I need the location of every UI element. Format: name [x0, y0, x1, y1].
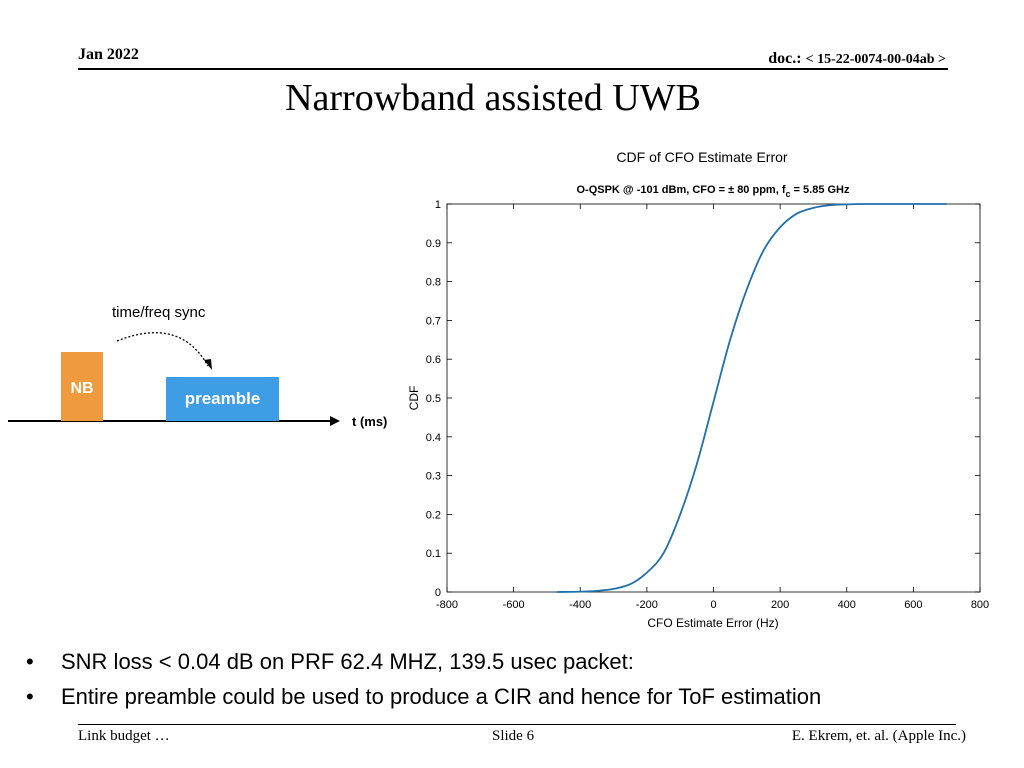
x-tick-label: 200	[771, 599, 789, 611]
x-tick-label: -800	[436, 599, 458, 611]
y-tick-label: 1	[435, 199, 441, 211]
y-tick-label: 0.9	[426, 238, 441, 250]
x-tick-label: 600	[904, 599, 922, 611]
y-tick-label: 0.2	[426, 509, 441, 521]
nb-block: NB	[61, 352, 103, 421]
y-tick-label: 0.8	[426, 277, 441, 289]
x-tick-label: 400	[838, 599, 856, 611]
doc-number: < 15-22-0074-00-04ab >	[805, 52, 946, 67]
chart-subtitle-tail: = 5.85 GHz	[791, 184, 851, 196]
y-tick-label: 0.3	[426, 471, 441, 483]
header-doc-id: doc.: < 15-22-0074-00-04ab >	[768, 50, 946, 68]
chart-subtitle-sub: c	[785, 189, 790, 199]
bullet-symbol: •	[26, 683, 34, 709]
x-tick-label: 0	[710, 599, 716, 611]
preamble-block: preamble	[166, 377, 279, 421]
sync-arrowhead	[204, 359, 212, 370]
y-tick-label: 0	[435, 587, 441, 599]
footer-slide-number: Slide 6	[492, 728, 535, 744]
y-tick-label: 0.6	[426, 354, 441, 366]
bullet-item: • Entire preamble could be used to produc…	[26, 679, 821, 714]
cdf-series-line	[556, 203, 947, 593]
x-tick-label: -600	[503, 599, 525, 611]
chart-title: CDF of CFO Estimate Error	[616, 149, 787, 165]
bullet-text: Entire preamble could be used to produce…	[61, 683, 822, 709]
header-date: Jan 2022	[78, 46, 139, 63]
x-axis-label: CFO Estimate Error (Hz)	[647, 616, 778, 630]
y-axis-label: CDF	[407, 386, 421, 411]
sync-arrow	[116, 332, 209, 367]
x-tick-label: -400	[569, 599, 591, 611]
footer-divider	[78, 724, 956, 725]
footer-left: Link budget …	[78, 728, 170, 744]
y-tick-label: 0.1	[426, 548, 441, 560]
doc-prefix: doc.:	[768, 50, 806, 67]
time-axis-label: t (ms)	[352, 414, 388, 429]
chart-subtitle-main: O-QSPK @ -101 dBm, CFO = ± 80 ppm, f	[576, 184, 785, 196]
slide-title: Narrowband assisted UWB	[285, 77, 701, 119]
x-tick-label: 800	[971, 599, 989, 611]
y-tick-label: 0.4	[426, 432, 441, 444]
chart-subtitle: O-QSPK @ -101 dBm, CFO = ± 80 ppm, fc = …	[576, 184, 850, 199]
footer-author: E. Ekrem, et. al. (Apple Inc.)	[791, 728, 966, 744]
bullet-list: • SNR loss < 0.04 dB on PRF 62.4 MHZ, 139…	[26, 644, 821, 714]
bullet-item: • SNR loss < 0.04 dB on PRF 62.4 MHZ, 139…	[26, 644, 821, 679]
cdf-chart: CDF of CFO Estimate Error O-QSPK @ -101 …	[407, 149, 989, 630]
x-tick-label: -200	[636, 599, 658, 611]
plot-frame	[446, 203, 981, 593]
y-tick-label: 0.7	[426, 315, 441, 327]
timing-diagram	[8, 332, 340, 426]
time-axis-arrowhead	[330, 416, 340, 426]
bullet-text: SNR loss < 0.04 dB on PRF 62.4 MHZ, 139.…	[61, 648, 634, 674]
bullet-symbol: •	[26, 648, 34, 674]
header-divider	[78, 68, 948, 70]
y-tick-label: 0.5	[426, 393, 441, 405]
sync-label: time/freq sync	[112, 304, 206, 321]
